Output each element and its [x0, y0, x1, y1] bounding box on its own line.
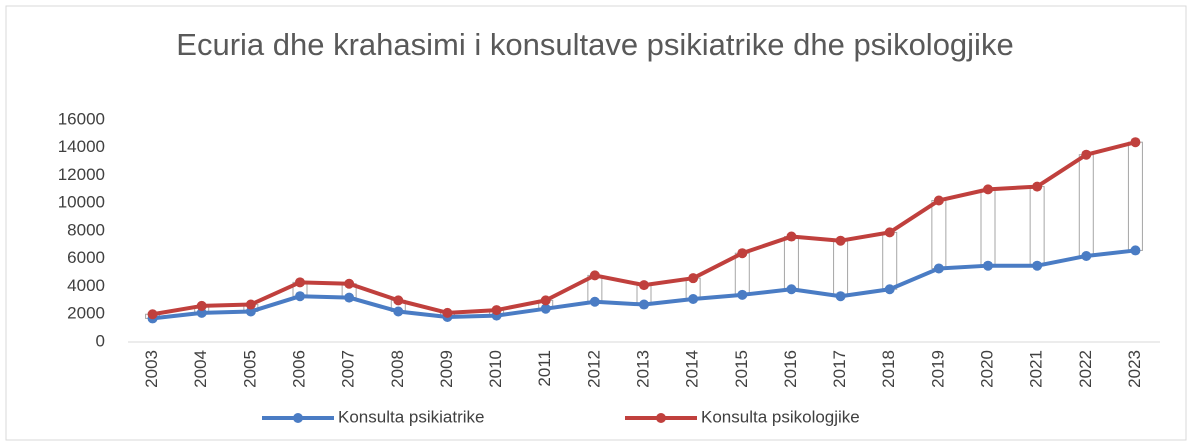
- point: [393, 295, 404, 306]
- point: [835, 235, 846, 246]
- y-tick-label: 0: [96, 331, 105, 350]
- up-down-bar: [833, 240, 849, 297]
- point: [786, 284, 797, 295]
- point: [491, 305, 502, 316]
- x-tick-label: 2017: [830, 350, 849, 388]
- y-tick-label: 6000: [67, 248, 105, 267]
- point: [639, 280, 649, 291]
- chart-border: [5, 5, 1187, 441]
- point: [295, 277, 305, 288]
- point: [245, 306, 256, 317]
- x-tick-label: 2011: [535, 350, 554, 387]
- point: [933, 195, 944, 206]
- point: [983, 260, 993, 271]
- x-tick-label: 2018: [879, 350, 898, 388]
- legend-label: Konsulta psikiatrike: [338, 407, 484, 426]
- point: [786, 231, 797, 242]
- point: [344, 292, 355, 303]
- point: [1032, 181, 1043, 192]
- x-tick-label: 2010: [486, 350, 505, 388]
- up-down-bar: [980, 188, 996, 267]
- point: [295, 291, 305, 302]
- legend-marker: [293, 413, 303, 423]
- x-tick-label: 2008: [388, 350, 407, 388]
- up-down-bar: [1078, 154, 1094, 257]
- y-tick-label: 12000: [58, 165, 105, 184]
- x-tick-label: 2021: [1027, 350, 1046, 388]
- point: [344, 278, 355, 289]
- up-down-bar: [783, 236, 799, 290]
- x-tick-label: 2005: [240, 350, 259, 388]
- point: [983, 184, 993, 195]
- x-tick-label: 2023: [1125, 350, 1144, 388]
- up-down-bar: [1127, 141, 1143, 251]
- y-tick-label: 16000: [58, 109, 105, 128]
- x-tick-label: 2007: [339, 350, 358, 388]
- x-tick-label: 2013: [633, 350, 652, 388]
- point: [639, 299, 649, 310]
- point: [196, 300, 207, 311]
- point: [737, 248, 748, 259]
- x-tick-label: 2004: [191, 350, 210, 388]
- point: [540, 303, 551, 314]
- y-tick-label: 4000: [67, 276, 105, 295]
- point: [196, 307, 207, 318]
- x-tick-label: 2019: [928, 350, 947, 388]
- point: [884, 227, 895, 238]
- chart-title: Ecuria dhe krahasimi i konsultave psikia…: [176, 27, 1014, 62]
- x-tick-label: 2003: [142, 350, 161, 388]
- point: [1081, 149, 1092, 160]
- point: [688, 273, 699, 284]
- x-tick-label: 2016: [781, 350, 800, 388]
- x-tick-label: 2015: [732, 350, 751, 388]
- point: [1032, 260, 1043, 271]
- point: [442, 307, 453, 318]
- point: [835, 291, 846, 302]
- x-tick-label: 2014: [683, 350, 702, 388]
- x-tick-label: 2006: [289, 350, 308, 388]
- up-down-bar: [734, 252, 750, 296]
- point: [147, 309, 158, 320]
- y-tick-label: 2000: [67, 304, 105, 323]
- up-down-bar: [882, 231, 898, 290]
- up-down-bar: [931, 199, 947, 269]
- point: [540, 295, 551, 306]
- legend-marker: [656, 413, 666, 423]
- up-down-bar: [1029, 186, 1045, 267]
- y-tick-label: 8000: [67, 220, 105, 239]
- y-tick-label: 14000: [58, 137, 105, 156]
- point: [688, 293, 699, 304]
- point: [1130, 245, 1141, 256]
- point: [589, 270, 600, 281]
- x-tick-label: 2022: [1076, 350, 1095, 388]
- point: [884, 284, 895, 295]
- point: [393, 306, 404, 317]
- point: [245, 299, 256, 310]
- point: [737, 289, 748, 300]
- x-tick-label: 2020: [977, 350, 996, 388]
- point: [1081, 250, 1092, 261]
- point: [589, 296, 600, 307]
- point: [933, 263, 944, 274]
- y-tick-label: 10000: [58, 193, 105, 212]
- legend-label: Konsulta psikologjike: [701, 407, 860, 426]
- point: [1130, 137, 1141, 148]
- x-tick-label: 2009: [437, 350, 456, 388]
- x-tick-label: 2012: [584, 350, 603, 388]
